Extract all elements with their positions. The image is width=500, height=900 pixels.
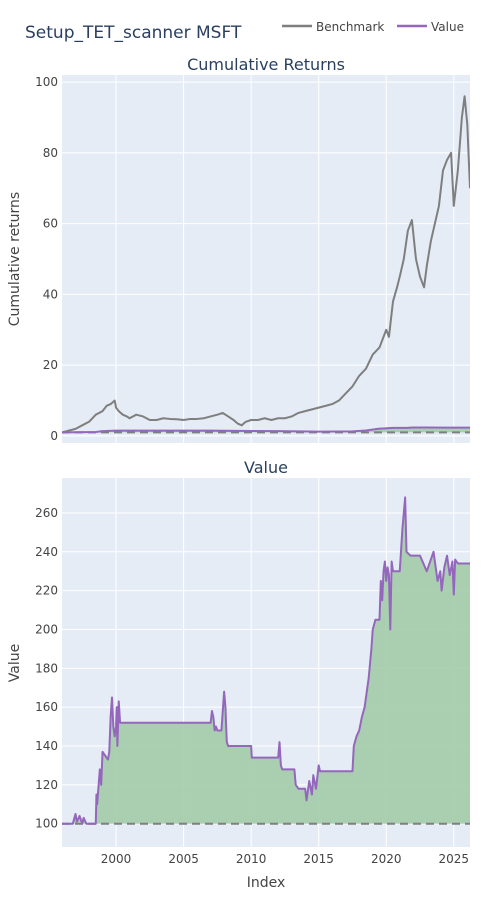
top-series-value-line[interactable]	[62, 426, 470, 434]
bottom-y-tick-label: 160	[35, 700, 58, 714]
value-panel[interactable]: 100 120 140 160 180 200 220 240 260 2000 2005 2010 2…	[35, 478, 470, 866]
bottom-x-tick-label: 2000	[101, 852, 132, 866]
bottom-y-tick-label: 260	[35, 506, 58, 520]
bottom-y-tick-label: 200	[35, 622, 58, 636]
bottom-x-tick-label: 2010	[236, 852, 267, 866]
bottom-y-tick-label: 180	[35, 661, 58, 675]
cumulative-returns-panel[interactable]: 0 20 40 60 80 100	[35, 75, 470, 443]
x-axis-title: Index	[247, 875, 286, 891]
top-y-tick-label: 60	[43, 217, 58, 231]
bottom-x-tick-label: 2005	[168, 852, 199, 866]
bottom-value-fill-area	[62, 497, 470, 824]
bottom-series-value-line[interactable]	[62, 496, 470, 825]
legend-item-value[interactable]: Value	[397, 20, 464, 34]
top-y-axis-title: Cumulative returns	[7, 192, 23, 326]
bottom-y-tick-label: 120	[35, 778, 58, 792]
top-y-tick-label: 20	[43, 358, 58, 372]
bottom-y-tick-label: 220	[35, 584, 58, 598]
bottom-plot-area	[62, 496, 470, 825]
bottom-y-tick-label: 100	[35, 817, 58, 831]
legend-benchmark-label: Benchmark	[316, 20, 384, 34]
top-y-tick-label: 0	[50, 429, 58, 443]
bottom-y-axis-title: Value	[7, 644, 23, 682]
bottom-subplot-title: Value	[244, 458, 288, 477]
bottom-y-tick-label: 240	[35, 545, 58, 559]
bottom-y-tick-label: 140	[35, 739, 58, 753]
bottom-x-tick-label: 2020	[371, 852, 402, 866]
top-plot-area	[62, 95, 470, 434]
legend-item-benchmark[interactable]: Benchmark	[282, 20, 384, 34]
top-plot-background	[62, 75, 470, 443]
legend-value-label: Value	[431, 20, 464, 34]
bottom-x-tick-label: 2025	[439, 852, 470, 866]
top-y-tick-label: 80	[43, 146, 58, 160]
top-y-tick-label: 100	[35, 75, 58, 89]
top-series-benchmark-line[interactable]	[62, 95, 470, 434]
top-y-tick-label: 40	[43, 287, 58, 301]
chart-title: Setup_TET_scanner MSFT	[25, 23, 242, 43]
legend[interactable]: Benchmark Value	[282, 20, 464, 34]
bottom-x-tick-label: 2015	[303, 852, 334, 866]
top-subplot-title: Cumulative Returns	[187, 55, 345, 74]
